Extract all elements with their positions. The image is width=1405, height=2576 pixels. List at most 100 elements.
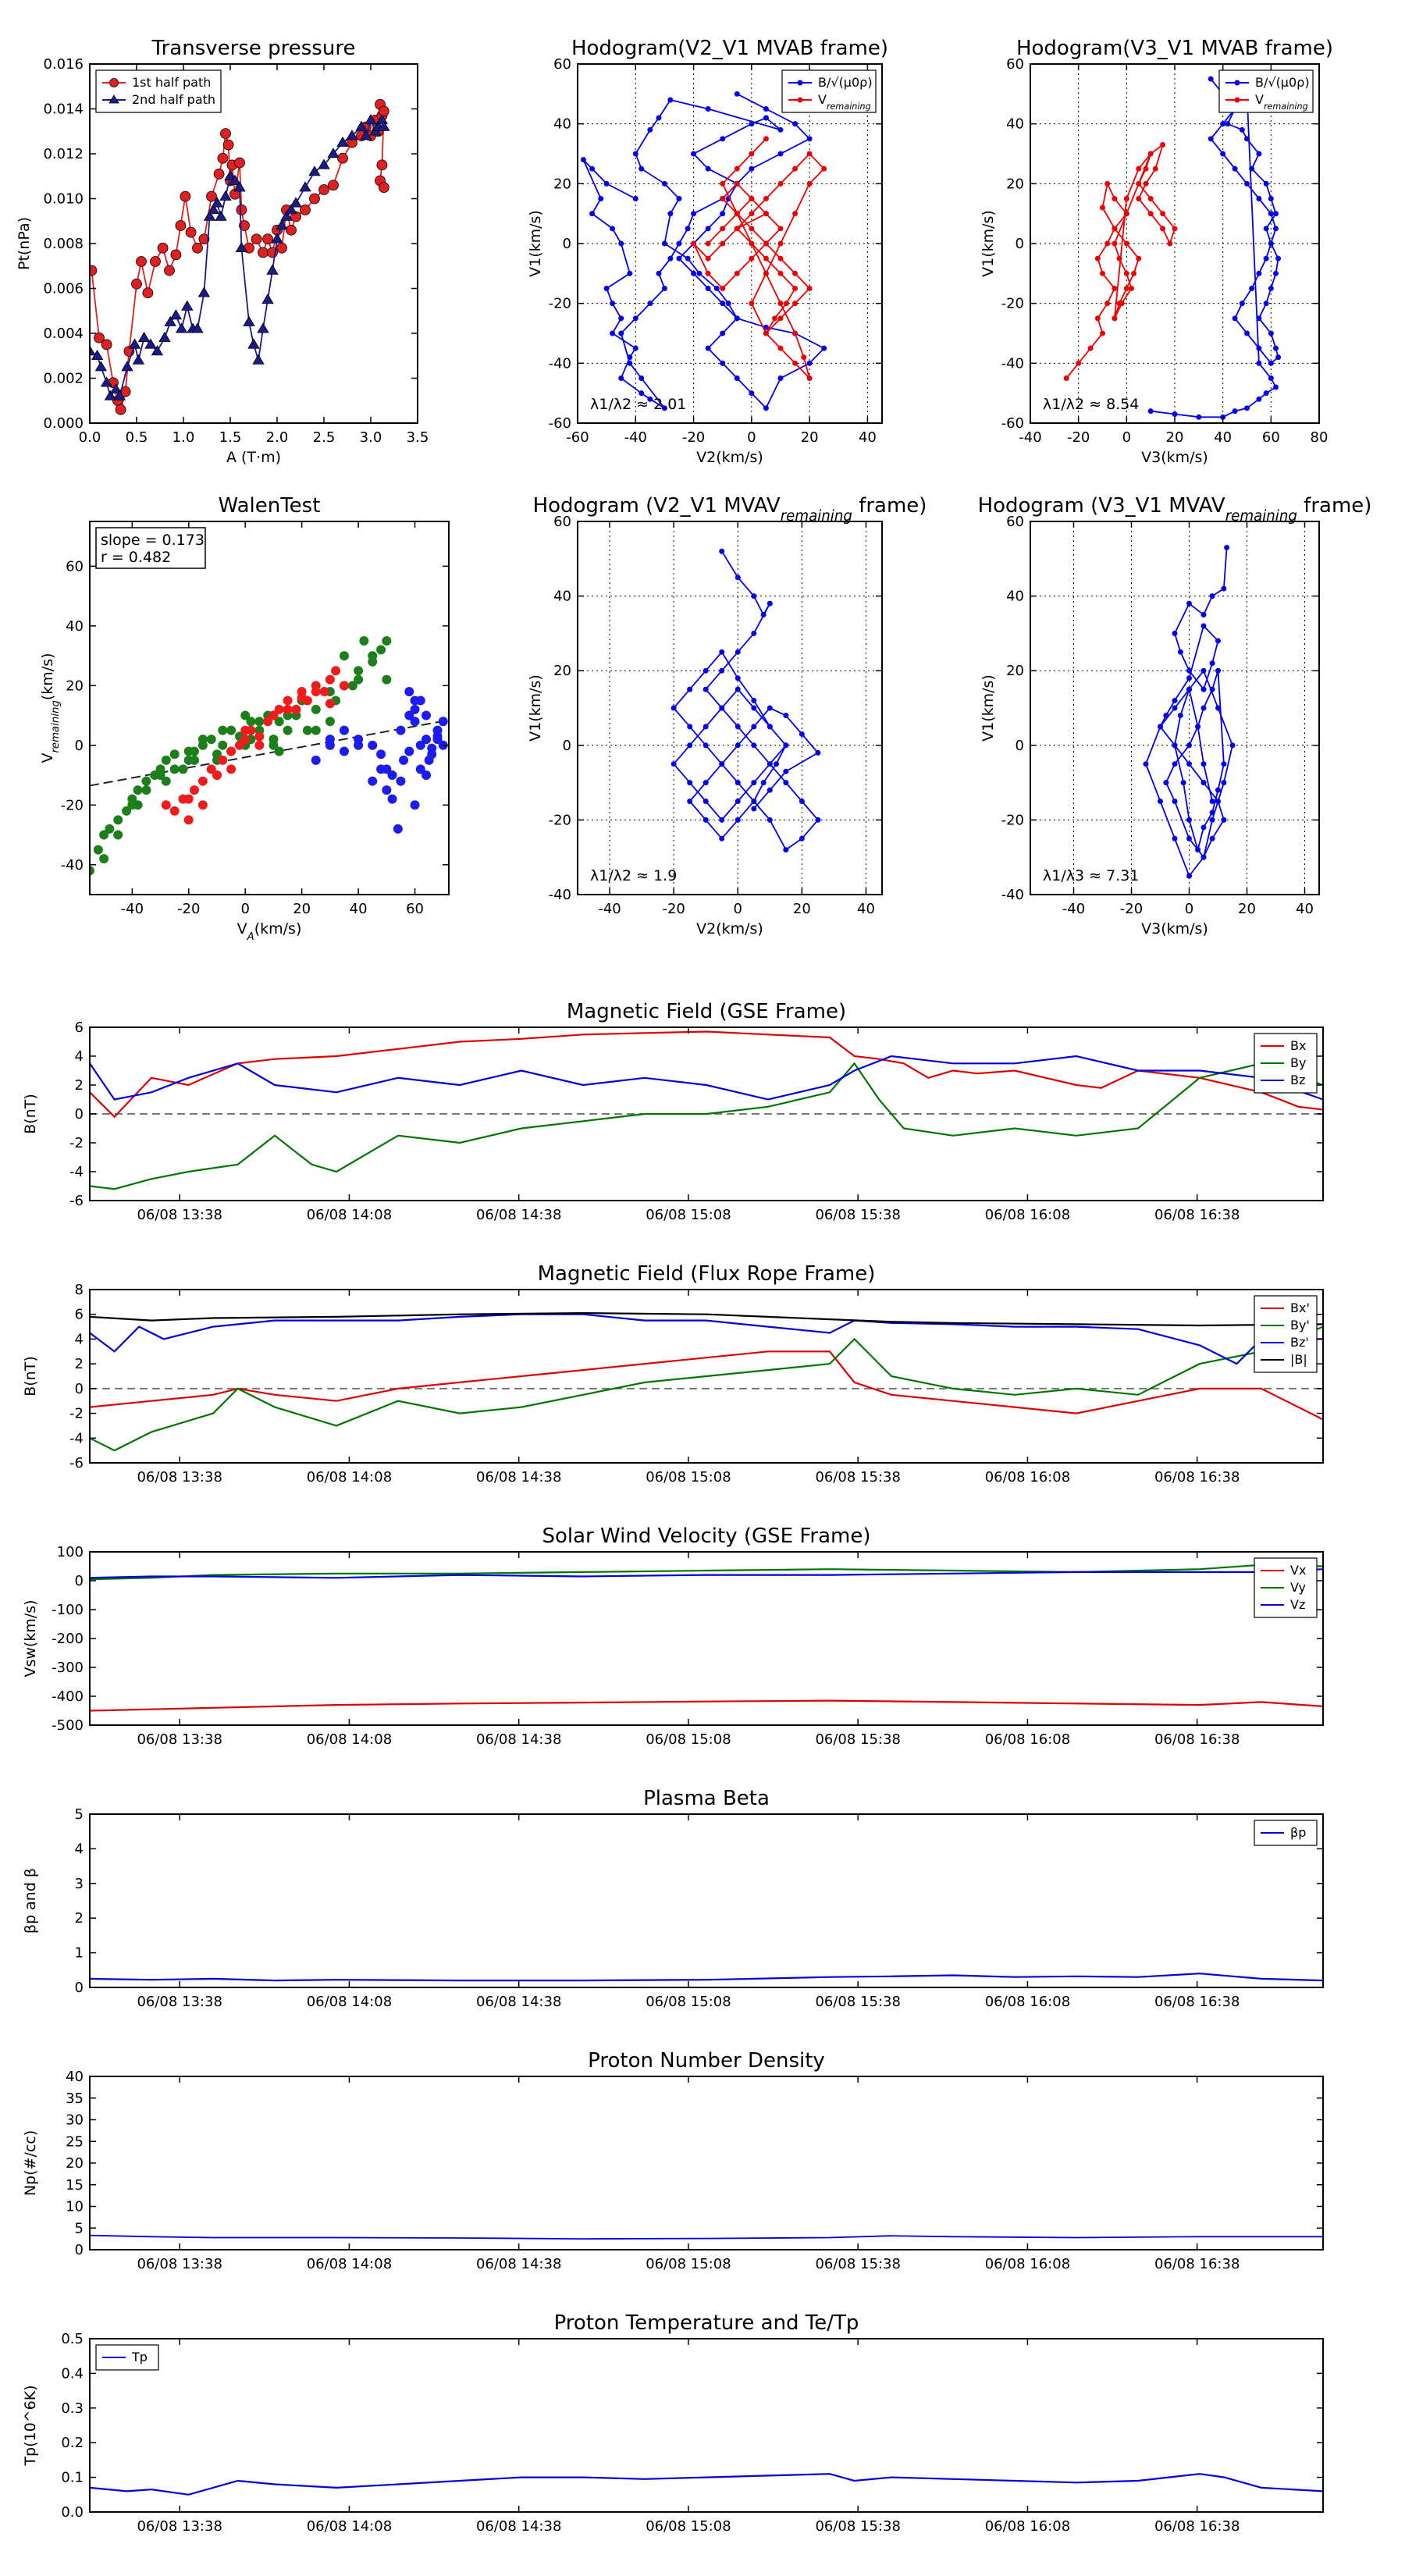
data-point <box>1143 165 1149 172</box>
data-point <box>720 211 726 217</box>
data-point <box>719 835 725 841</box>
y-tick-label: -6 <box>69 1193 84 1209</box>
data-point <box>169 764 180 774</box>
x-tick-label: -60 <box>566 429 589 446</box>
data-point <box>404 746 414 756</box>
data-point <box>233 181 246 192</box>
data-point <box>1180 780 1186 786</box>
data-point <box>183 794 194 804</box>
x-tick-label: 0 <box>1122 429 1131 446</box>
series-B/√(μ0ρ) <box>580 91 827 411</box>
data-point <box>432 735 443 745</box>
chart-h2: Hodogram(V3_V1 MVAB frame) -40 -20 0 20 40 60 8… <box>980 37 1333 466</box>
y-tick-label: -40 <box>1001 355 1024 372</box>
data-point <box>610 226 616 232</box>
y-tick-label: 40 <box>66 618 84 635</box>
series-βp <box>90 1973 1323 1982</box>
data-point <box>1104 180 1111 187</box>
data-point <box>254 740 265 750</box>
series-V_remaining <box>691 136 827 381</box>
data-point <box>410 704 420 714</box>
data-point <box>1268 240 1274 247</box>
data-point <box>136 256 147 267</box>
data-point <box>339 725 349 735</box>
data-point <box>1215 787 1221 793</box>
data-point <box>1244 330 1250 336</box>
data-point <box>763 255 769 262</box>
legend-label: By <box>1290 1055 1306 1070</box>
data-point <box>589 211 596 217</box>
x-tick-label: 40 <box>1296 901 1314 917</box>
legend-label: Tp <box>131 2350 148 2364</box>
data-point <box>432 725 443 735</box>
data-point <box>274 746 284 756</box>
data-point <box>438 717 448 727</box>
y-tick-label: 5 <box>75 2220 84 2236</box>
data-point <box>1200 780 1207 786</box>
axes-frame <box>89 1289 1324 1464</box>
series-line <box>90 1564 1323 1581</box>
data-point <box>254 731 265 742</box>
data-point <box>656 115 662 121</box>
data-point <box>311 755 321 765</box>
data-point <box>1160 211 1166 217</box>
x-tick-label: 06/08 16:38 <box>1154 1994 1240 2010</box>
data-point <box>382 674 392 685</box>
data-point <box>734 375 740 381</box>
data-point <box>719 761 725 767</box>
data-point <box>749 196 755 201</box>
data-point <box>1172 835 1178 841</box>
x-tick-label: 06/08 16:08 <box>985 2256 1070 2272</box>
y-tick-label: -4 <box>69 1430 84 1446</box>
series-line <box>1151 78 1279 418</box>
data-point <box>627 270 633 276</box>
data-point <box>1221 780 1227 786</box>
data-point <box>339 681 349 691</box>
data-point <box>1136 165 1142 172</box>
series-line <box>1145 547 1233 877</box>
x-tick-label: 06/08 15:38 <box>815 2518 900 2535</box>
y-tick-label: 2 <box>75 1356 84 1372</box>
data-point <box>735 575 741 581</box>
data-point <box>734 180 740 187</box>
data-point <box>691 240 697 247</box>
series-line <box>582 93 826 410</box>
y-tick-label: 0.004 <box>43 326 84 342</box>
y-tick-label: 5 <box>75 1806 84 1823</box>
data-point <box>181 300 194 311</box>
y-tick-label: -2 <box>69 1406 84 1422</box>
data-point <box>702 686 709 692</box>
data-point <box>354 674 364 685</box>
y-tick-label: -400 <box>52 1688 84 1705</box>
data-point <box>667 211 674 217</box>
data-point <box>687 799 693 804</box>
data-point <box>300 204 311 215</box>
data-point <box>220 128 231 140</box>
data-point <box>1224 544 1230 550</box>
data-point <box>1186 675 1192 681</box>
series-Bz <box>90 1055 1323 1101</box>
series-line <box>90 2473 1323 2496</box>
y-tick-label: -6 <box>69 1455 84 1471</box>
y-tick-label: -500 <box>52 1717 84 1734</box>
y-tick-label: 0.5 <box>61 2331 84 2347</box>
data-point <box>763 106 769 112</box>
data-point <box>93 845 103 855</box>
data-point <box>1263 180 1269 187</box>
data-point <box>763 196 769 201</box>
data-point <box>218 725 228 735</box>
data-point <box>1147 211 1154 217</box>
legend-label: Vx <box>1290 1563 1306 1578</box>
data-point <box>1200 824 1207 831</box>
data-point <box>720 136 726 142</box>
data-point <box>1244 405 1250 411</box>
data-point <box>291 704 301 714</box>
data-point <box>1275 354 1282 361</box>
legend: B/√(μ0ρ)Vremaining <box>1218 69 1314 113</box>
data-point <box>1200 705 1207 711</box>
y-tick-label: 8 <box>75 1282 84 1298</box>
data-point <box>325 699 335 709</box>
data-point <box>1186 873 1192 879</box>
data-point <box>271 233 283 244</box>
data-point <box>328 180 339 191</box>
